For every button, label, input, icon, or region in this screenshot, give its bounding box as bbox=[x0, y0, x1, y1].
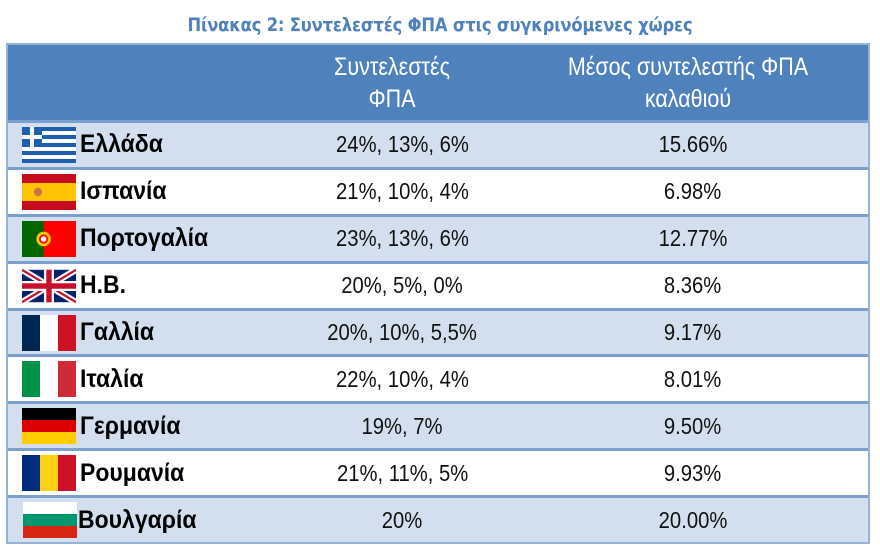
table-row: Ελλάδα 24%, 13%, 6% 15.66% bbox=[8, 120, 868, 167]
table-row: Πορτογαλία 23%, 13%, 6% 12.77% bbox=[8, 213, 868, 261]
table-row: Ιταλία 22%, 10%, 4% 8.01% bbox=[8, 354, 868, 402]
portugal-flag-icon bbox=[22, 220, 76, 257]
country-name: Γαλλία bbox=[80, 318, 155, 346]
spain-flag-icon bbox=[22, 173, 76, 210]
vat-rates: 20% bbox=[381, 506, 423, 533]
table-row: Βουλγαρία 20% 20.00% bbox=[8, 495, 868, 543]
vat-rates-table: Συντελεστές ΦΠΑ Μέσος συντελεστής ΦΠΑ κα… bbox=[6, 43, 870, 545]
avg-vat: 15.66% bbox=[658, 131, 728, 158]
vat-rates: 21%, 11%, 5% bbox=[336, 459, 468, 486]
avg-vat: 12.77% bbox=[658, 225, 728, 252]
vat-rates: 20%, 5%, 0% bbox=[341, 272, 463, 299]
vat-rates: 19%, 7% bbox=[361, 412, 443, 439]
bulgaria-flag-icon bbox=[22, 502, 78, 539]
table-row: Γερμανία 19%, 7% 9.50% bbox=[8, 401, 868, 449]
header-vat-rates: Συντελεστές ΦΠΑ bbox=[292, 51, 492, 115]
table-row: Ισπανία 21%, 10%, 4% 6.98% bbox=[8, 166, 868, 214]
vat-rates: 22%, 10%, 4% bbox=[335, 365, 469, 392]
table-header-row: Συντελεστές ΦΠΑ Μέσος συντελεστής ΦΠΑ κα… bbox=[8, 45, 868, 120]
vat-rates: 21%, 10%, 4% bbox=[335, 178, 469, 205]
avg-vat: 8.36% bbox=[664, 272, 722, 299]
table-row: Γαλλία 20%, 10%, 5,5% 9.17% bbox=[8, 307, 868, 355]
france-flag-icon bbox=[22, 314, 76, 351]
vat-rates: 24%, 13%, 6% bbox=[335, 131, 469, 158]
greece-flag-icon bbox=[22, 126, 76, 163]
header-avg-line2: καλαθιού bbox=[644, 84, 732, 113]
vat-rates: 20%, 10%, 5,5% bbox=[327, 319, 478, 345]
italy-flag-icon bbox=[22, 361, 76, 398]
avg-vat: 8.01% bbox=[664, 365, 722, 392]
avg-vat: 9.17% bbox=[664, 319, 722, 345]
country-name: Ρουμανία bbox=[80, 458, 185, 487]
germany-flag-icon bbox=[22, 408, 76, 445]
country-name: Βουλγαρία bbox=[78, 505, 197, 534]
vat-rates: 23%, 13%, 6% bbox=[335, 225, 469, 252]
romania-flag-icon bbox=[22, 455, 76, 492]
country-name: Ελλάδα bbox=[80, 130, 163, 159]
country-name: Γερμανία bbox=[80, 411, 181, 440]
table-row: Ρουμανία 21%, 11%, 5% 9.93% bbox=[8, 448, 868, 496]
table-caption: Πίνακας 2: Συντελεστές ΦΠΑ στις συγκρινό… bbox=[187, 14, 693, 36]
header-avg-line1: Μέσος συντελεστής ΦΠΑ bbox=[567, 52, 809, 81]
country-name: Ισπανία bbox=[80, 177, 167, 206]
header-avg-basket-vat: Μέσος συντελεστής ΦΠΑ καλαθιού bbox=[537, 51, 840, 115]
avg-vat: 20.00% bbox=[658, 506, 728, 533]
header-vat-rates-line2: ΦΠΑ bbox=[368, 84, 416, 113]
table-row: Η.Β. 20%, 5%, 0% 8.36% bbox=[8, 260, 868, 308]
header-vat-rates-line1: Συντελεστές bbox=[334, 52, 450, 81]
country-name: Ιταλία bbox=[80, 364, 144, 393]
uk-flag-icon bbox=[22, 267, 76, 304]
country-name: Η.Β. bbox=[80, 271, 126, 300]
avg-vat: 9.50% bbox=[664, 412, 722, 439]
avg-vat: 9.93% bbox=[664, 459, 722, 486]
country-name: Πορτογαλία bbox=[80, 224, 209, 253]
avg-vat: 6.98% bbox=[664, 178, 722, 205]
